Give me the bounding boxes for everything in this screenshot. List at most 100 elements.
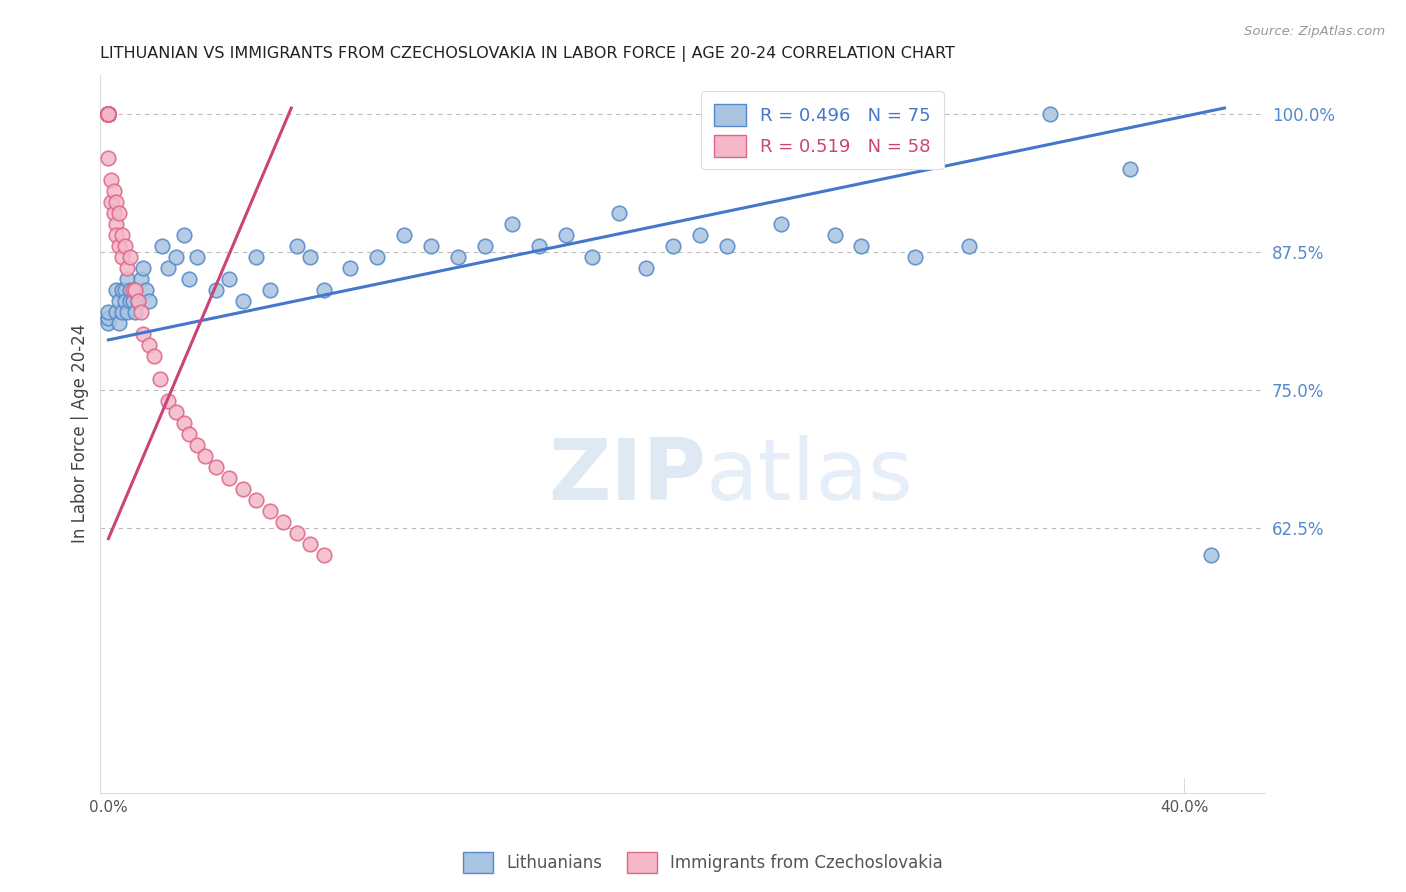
Point bbox=[111, 283, 134, 297]
Point bbox=[1119, 161, 1142, 176]
Point bbox=[299, 537, 322, 551]
Point bbox=[118, 283, 141, 297]
Point bbox=[117, 272, 139, 286]
Point bbox=[173, 416, 195, 430]
Point bbox=[97, 106, 120, 120]
Point bbox=[105, 194, 128, 209]
Point bbox=[97, 106, 120, 120]
Point bbox=[186, 438, 208, 452]
Point bbox=[97, 106, 120, 120]
Point bbox=[124, 283, 146, 297]
Point bbox=[105, 217, 128, 231]
Point bbox=[108, 316, 131, 330]
Point bbox=[118, 294, 141, 309]
Point bbox=[232, 482, 254, 496]
Point bbox=[127, 294, 149, 309]
Point bbox=[103, 206, 125, 220]
Point bbox=[97, 106, 120, 120]
Point bbox=[1039, 106, 1062, 120]
Point bbox=[105, 283, 128, 297]
Point bbox=[135, 283, 157, 297]
Point bbox=[851, 239, 873, 253]
Point bbox=[97, 106, 120, 120]
Point bbox=[97, 106, 120, 120]
Point bbox=[97, 106, 120, 120]
Point bbox=[114, 239, 136, 253]
Point bbox=[177, 426, 200, 441]
Point bbox=[165, 250, 187, 264]
Point bbox=[824, 227, 846, 242]
Point bbox=[97, 106, 120, 120]
Point bbox=[904, 250, 927, 264]
Point bbox=[156, 261, 179, 276]
Point bbox=[108, 294, 131, 309]
Point bbox=[447, 250, 470, 264]
Point bbox=[312, 283, 335, 297]
Point bbox=[97, 106, 120, 120]
Point bbox=[259, 504, 281, 518]
Point bbox=[97, 151, 120, 165]
Point bbox=[97, 106, 120, 120]
Point bbox=[114, 283, 136, 297]
Point bbox=[156, 393, 179, 408]
Point bbox=[339, 261, 361, 276]
Point bbox=[97, 106, 120, 120]
Point bbox=[97, 106, 120, 120]
Point bbox=[121, 294, 143, 309]
Point bbox=[245, 493, 267, 508]
Point bbox=[97, 106, 120, 120]
Point bbox=[129, 305, 152, 319]
Legend: Lithuanians, Immigrants from Czechoslovakia: Lithuanians, Immigrants from Czechoslova… bbox=[456, 846, 950, 880]
Point bbox=[205, 459, 228, 474]
Point bbox=[554, 227, 576, 242]
Y-axis label: In Labor Force | Age 20-24: In Labor Force | Age 20-24 bbox=[72, 324, 89, 543]
Point bbox=[97, 106, 120, 120]
Point bbox=[114, 294, 136, 309]
Point bbox=[105, 305, 128, 319]
Point bbox=[259, 283, 281, 297]
Point bbox=[143, 350, 166, 364]
Point bbox=[285, 526, 308, 541]
Point bbox=[108, 206, 131, 220]
Point bbox=[105, 227, 128, 242]
Text: Source: ZipAtlas.com: Source: ZipAtlas.com bbox=[1244, 25, 1385, 38]
Point bbox=[232, 294, 254, 309]
Point bbox=[127, 294, 149, 309]
Point bbox=[97, 106, 120, 120]
Point bbox=[129, 272, 152, 286]
Point bbox=[97, 106, 120, 120]
Point bbox=[689, 227, 711, 242]
Point bbox=[97, 106, 120, 120]
Point bbox=[97, 106, 120, 120]
Point bbox=[173, 227, 195, 242]
Point bbox=[177, 272, 200, 286]
Point bbox=[97, 106, 120, 120]
Point bbox=[271, 515, 294, 529]
Point bbox=[97, 106, 120, 120]
Point bbox=[117, 305, 139, 319]
Point bbox=[97, 106, 120, 120]
Point bbox=[957, 239, 980, 253]
Point bbox=[97, 316, 120, 330]
Point bbox=[97, 310, 120, 325]
Point bbox=[285, 239, 308, 253]
Point bbox=[662, 239, 685, 253]
Point bbox=[194, 449, 217, 463]
Point bbox=[111, 250, 134, 264]
Point bbox=[581, 250, 603, 264]
Point bbox=[716, 239, 738, 253]
Point bbox=[111, 305, 134, 319]
Point bbox=[186, 250, 208, 264]
Point bbox=[124, 283, 146, 297]
Point bbox=[148, 371, 170, 385]
Point bbox=[117, 261, 139, 276]
Point bbox=[299, 250, 322, 264]
Point bbox=[97, 106, 120, 120]
Point bbox=[97, 106, 120, 120]
Point bbox=[769, 217, 792, 231]
Point bbox=[97, 106, 120, 120]
Point bbox=[100, 194, 122, 209]
Point bbox=[100, 173, 122, 187]
Point bbox=[97, 310, 120, 325]
Point bbox=[103, 184, 125, 198]
